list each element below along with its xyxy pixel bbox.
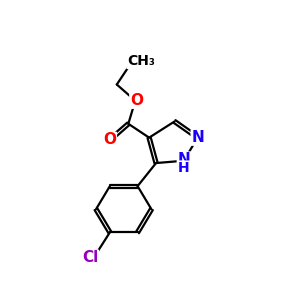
Text: N: N [177, 152, 190, 167]
Text: Cl: Cl [82, 250, 98, 265]
Text: O: O [103, 132, 116, 147]
Text: O: O [130, 93, 143, 108]
Text: CH₃: CH₃ [127, 54, 155, 68]
Text: N: N [191, 130, 204, 145]
Text: H: H [178, 161, 190, 175]
